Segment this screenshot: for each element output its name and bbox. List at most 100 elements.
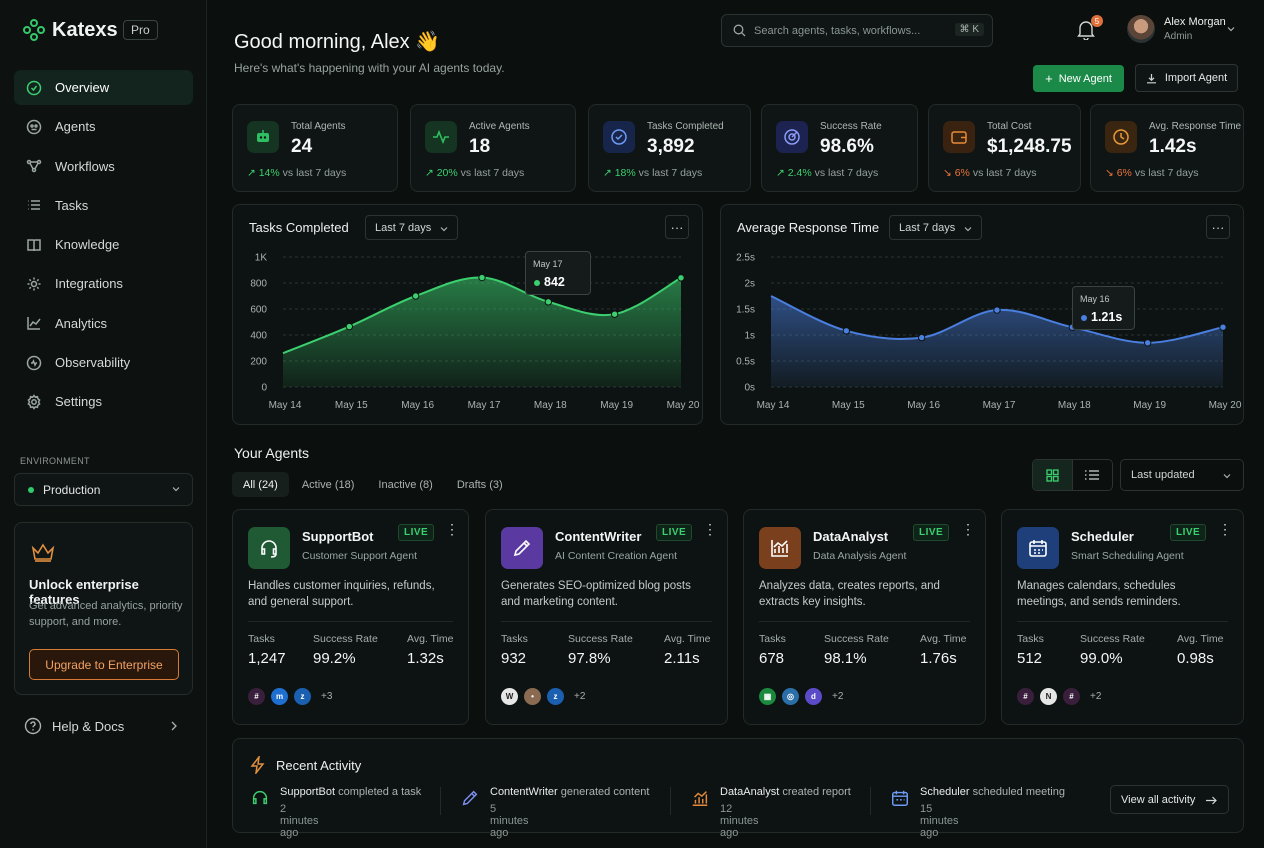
metric-label: Tasks <box>501 633 528 645</box>
activity-action: generated content <box>560 786 650 798</box>
x-tick-label: May 19 <box>1133 400 1166 411</box>
help-docs-link[interactable]: Help & Docs <box>24 717 184 735</box>
stat-change-period: vs last 7 days <box>1134 167 1199 179</box>
more-options-icon[interactable]: ··· <box>1206 215 1230 239</box>
metric-label: Tasks <box>1017 633 1044 645</box>
metric-value: 932 <box>501 650 527 667</box>
sort-value: Last updated <box>1131 469 1195 481</box>
tab-drafts[interactable]: Drafts (3) <box>456 478 503 491</box>
list-view-icon[interactable] <box>1073 460 1113 490</box>
sidebar-item-label: Workflows <box>55 158 115 174</box>
tab-all[interactable]: All (24) <box>232 472 289 497</box>
agent-card-dataanalyst[interactable]: DataAnalyst Data Analysis Agent LIVE ⋮ A… <box>743 509 986 725</box>
sidebar-item-analytics[interactable]: Analytics <box>14 306 193 341</box>
download-icon <box>1146 73 1156 83</box>
divider <box>670 787 671 815</box>
robot-icon <box>247 121 279 153</box>
sidebar-item-tasks[interactable]: Tasks <box>14 188 193 223</box>
status-badge: LIVE <box>913 524 950 541</box>
tab-active[interactable]: Active (18) <box>301 478 355 491</box>
view-all-label: View all activity <box>1121 793 1196 806</box>
kebab-menu-icon[interactable]: ⋮ <box>445 521 459 537</box>
kebab-menu-icon[interactable]: ⋮ <box>703 521 717 537</box>
sidebar-item-overview[interactable]: Overview <box>14 70 193 105</box>
metric-label: Avg. Time <box>1177 633 1224 645</box>
check-circle-icon <box>603 121 635 153</box>
avatar[interactable] <box>1127 15 1155 43</box>
stat-label: Avg. Response Time <box>1149 121 1242 132</box>
agent-card-scheduler[interactable]: Scheduler Smart Scheduling Agent LIVE ⋮ … <box>1001 509 1244 725</box>
kebab-menu-icon[interactable]: ⋮ <box>1218 521 1232 537</box>
workflows-icon <box>26 159 42 173</box>
kebab-menu-icon[interactable]: ⋮ <box>961 521 975 537</box>
status-badge: LIVE <box>1170 524 1207 541</box>
search-input[interactable]: Search agents, tasks, workflows... ⌘ K <box>721 14 993 47</box>
metric-label: Tasks <box>248 633 275 645</box>
sidebar-item-agents[interactable]: Agents <box>14 109 193 144</box>
stat-card-total-cost: Total Cost $1,248.75 ↘ 6% vs last 7 days <box>928 104 1081 192</box>
chevron-down-icon <box>440 227 448 232</box>
trend-up-icon: ↗ <box>603 167 615 179</box>
more-options-icon[interactable]: ··· <box>665 215 689 239</box>
chart-range-select[interactable]: Last 7 days <box>889 215 982 240</box>
metric-value: 98.1% <box>824 650 867 667</box>
upgrade-title: Unlock enterprise features <box>29 577 139 607</box>
chart-range-value: Last 7 days <box>375 221 432 234</box>
y-tick-label: 0.5s <box>736 357 755 368</box>
sidebar-item-label: Agents <box>55 119 96 135</box>
sidebar-item-workflows[interactable]: Workflows <box>14 149 193 184</box>
sidebar-item-knowledge[interactable]: Knowledge <box>14 227 193 262</box>
x-tick-label: May 17 <box>983 400 1016 411</box>
y-tick-label: 800 <box>250 279 267 290</box>
stat-change: ↘ 6% vs last 7 days <box>1105 167 1198 179</box>
y-tick-label: 600 <box>250 305 267 316</box>
wallet-icon <box>943 121 975 153</box>
sidebar-item-integrations[interactable]: Integrations <box>14 266 193 301</box>
stat-change: ↗ 18% vs last 7 days <box>603 167 702 179</box>
activity-time: 15 minutes ago <box>920 803 959 839</box>
metric-label: Avg. Time <box>407 633 454 645</box>
data-point <box>1219 323 1227 331</box>
import-agent-button[interactable]: Import Agent <box>1135 64 1238 92</box>
tooltip-dot <box>1081 315 1087 321</box>
grid-view-icon[interactable] <box>1033 460 1073 490</box>
agent-card-supportbot[interactable]: SupportBot Customer Support Agent LIVE ⋮… <box>232 509 469 725</box>
stat-change-value: 18% <box>614 167 636 179</box>
agent-type: Data Analysis Agent <box>813 550 907 562</box>
brand[interactable]: Katexs <box>22 18 118 42</box>
sort-select[interactable]: Last updated <box>1120 459 1244 491</box>
stat-card-active-agents: Active Agents 18 ↗ 20% vs last 7 days <box>410 104 576 192</box>
agents-section-title: Your Agents <box>234 445 309 461</box>
stat-change: ↘ 6% vs last 7 days <box>943 167 1036 179</box>
view-all-activity-button[interactable]: View all activity <box>1110 785 1229 814</box>
bell-icon[interactable] <box>1077 20 1095 40</box>
tab-inactive[interactable]: Inactive (8) <box>378 478 433 491</box>
clock-icon <box>1105 121 1137 153</box>
brand-name: Katexs <box>52 18 118 41</box>
agent-card-contentwriter[interactable]: ContentWriter AI Content Creation Agent … <box>485 509 728 725</box>
metric-value: 2.11s <box>664 650 700 667</box>
agents-icon <box>26 119 42 135</box>
upgrade-button[interactable]: Upgrade to Enterprise <box>29 649 179 680</box>
environment-select[interactable]: Production <box>14 473 193 506</box>
chevron-down-icon[interactable] <box>1227 25 1235 33</box>
sidebar-item-label: Overview <box>55 80 110 95</box>
sidebar-item-settings[interactable]: Settings <box>14 384 193 419</box>
integrations-list: # m z +3 <box>248 688 332 705</box>
sidebar-item-label: Analytics <box>55 315 108 331</box>
stat-change-period: vs last 7 days <box>972 167 1037 179</box>
chart-range-select[interactable]: Last 7 days <box>365 215 458 240</box>
x-tick-label: May 19 <box>600 400 633 411</box>
activity-action: scheduled meeting <box>972 786 1065 798</box>
search-placeholder: Search agents, tasks, workflows... <box>754 24 921 37</box>
data-point <box>544 298 553 306</box>
slack-icon: # <box>248 688 265 705</box>
new-agent-button[interactable]: + New Agent <box>1033 65 1124 92</box>
agent-type: AI Content Creation Agent <box>555 550 677 562</box>
status-badge: LIVE <box>398 524 435 541</box>
sidebar-item-observability[interactable]: Observability <box>14 345 193 380</box>
stat-change-period: vs last 7 days <box>638 167 703 179</box>
page-subtitle: Here's what's happening with your AI age… <box>234 61 505 75</box>
activity-text: DataAnalyst created report <box>720 786 851 798</box>
chart-range-value: Last 7 days <box>899 221 956 234</box>
